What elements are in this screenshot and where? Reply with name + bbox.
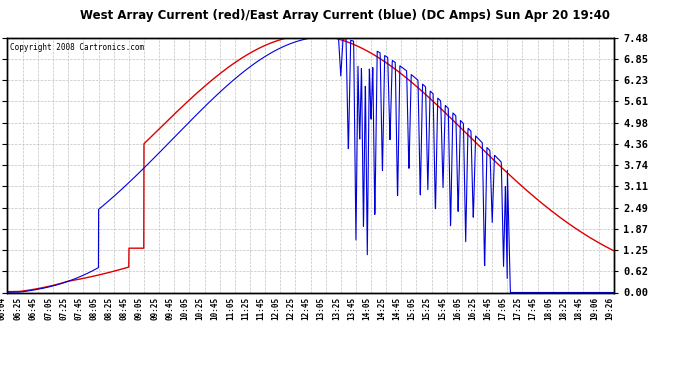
Text: 10:25: 10:25 — [195, 297, 204, 320]
Text: 12:05: 12:05 — [271, 297, 280, 320]
Text: 16:45: 16:45 — [483, 297, 492, 320]
Text: 08:45: 08:45 — [120, 297, 129, 320]
Text: 08:05: 08:05 — [90, 297, 99, 320]
Text: 16:05: 16:05 — [453, 297, 462, 320]
Text: 06:25: 06:25 — [14, 297, 23, 320]
Text: 15:45: 15:45 — [437, 297, 447, 320]
Text: 14:25: 14:25 — [377, 297, 386, 320]
Text: 15:25: 15:25 — [423, 297, 432, 320]
Text: 07:05: 07:05 — [44, 297, 53, 320]
Text: 12:25: 12:25 — [286, 297, 295, 320]
Text: 11:25: 11:25 — [241, 297, 250, 320]
Text: 13:05: 13:05 — [317, 297, 326, 320]
Text: 17:25: 17:25 — [513, 297, 522, 320]
Text: 06:45: 06:45 — [29, 297, 38, 320]
Text: 13:45: 13:45 — [347, 297, 356, 320]
Text: 11:45: 11:45 — [256, 297, 265, 320]
Text: 18:45: 18:45 — [574, 297, 583, 320]
Text: 19:26: 19:26 — [605, 297, 614, 320]
Text: 08:25: 08:25 — [105, 297, 114, 320]
Text: 13:25: 13:25 — [332, 297, 341, 320]
Text: 14:45: 14:45 — [393, 297, 402, 320]
Text: West Array Current (red)/East Array Current (blue) (DC Amps) Sun Apr 20 19:40: West Array Current (red)/East Array Curr… — [80, 9, 610, 22]
Text: Copyright 2008 Cartronics.com: Copyright 2008 Cartronics.com — [10, 43, 144, 52]
Text: 10:05: 10:05 — [180, 297, 189, 320]
Text: 07:25: 07:25 — [59, 297, 68, 320]
Text: 09:25: 09:25 — [150, 297, 159, 320]
Text: 07:45: 07:45 — [75, 297, 83, 320]
Text: 19:06: 19:06 — [590, 297, 599, 320]
Text: 06:04: 06:04 — [0, 297, 7, 320]
Text: 17:45: 17:45 — [529, 297, 538, 320]
Text: 09:05: 09:05 — [135, 297, 144, 320]
Text: 12:45: 12:45 — [302, 297, 310, 320]
Text: 14:05: 14:05 — [362, 297, 371, 320]
Text: 18:25: 18:25 — [559, 297, 568, 320]
Text: 15:05: 15:05 — [408, 297, 417, 320]
Text: 17:05: 17:05 — [498, 297, 507, 320]
Text: 11:05: 11:05 — [226, 297, 235, 320]
Text: 16:25: 16:25 — [468, 297, 477, 320]
Text: 09:45: 09:45 — [165, 297, 174, 320]
Text: 18:05: 18:05 — [544, 297, 553, 320]
Text: 10:45: 10:45 — [210, 297, 219, 320]
